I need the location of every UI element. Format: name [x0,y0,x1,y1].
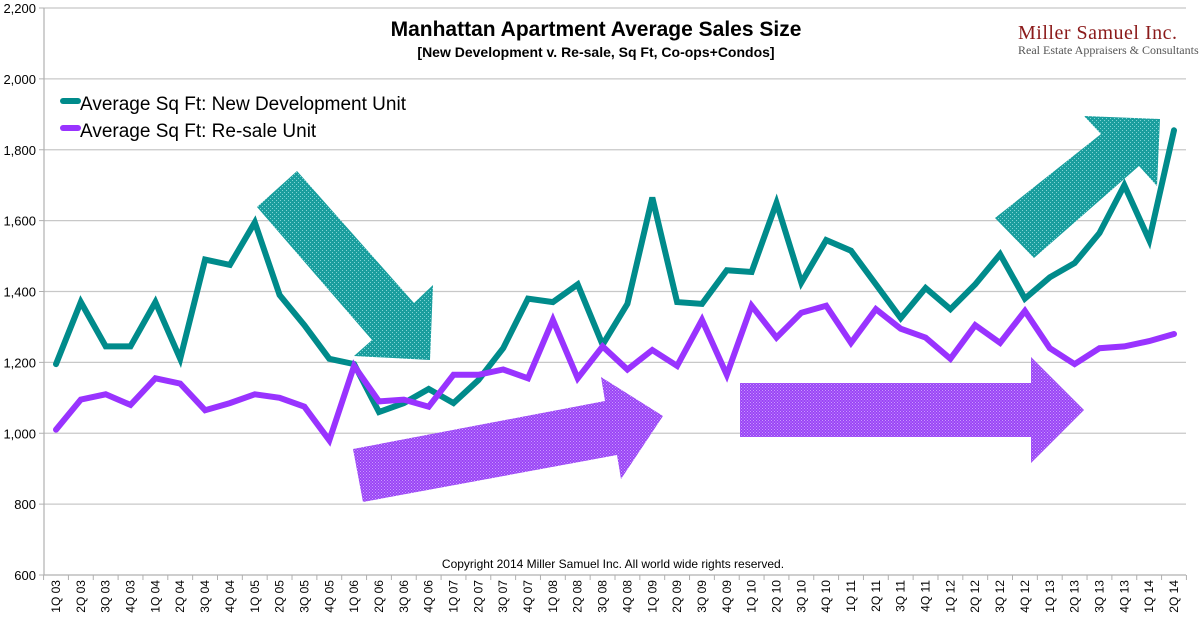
x-tick-label: 3Q 09 [695,580,709,613]
x-tick-label: 1Q 07 [447,580,461,613]
x-tick-label: 1Q 13 [1043,580,1057,613]
legend: Average Sq Ft: New Development Unit Aver… [60,94,407,142]
x-tick-label: 2Q 04 [173,580,187,613]
x-tick-label: 3Q 10 [794,580,808,613]
series-line-new-development [53,127,1177,416]
chart-subtitle: [New Development v. Re-sale, Sq Ft, Co-o… [417,44,774,60]
x-axis-ticks: 1Q 03 2Q 03 3Q 03 4Q 03 1Q 04 2Q 04 3Q 04 4Q 04… [43,575,1187,613]
series-lines [53,127,1177,447]
x-tick-label: 3Q 07 [496,580,510,613]
x-tick-label: 3Q 04 [198,580,212,613]
x-tick-label: 1Q 08 [546,580,560,613]
logo-name: Miller Samuel Inc. [1018,22,1178,44]
x-tick-label: 1Q 09 [645,580,659,613]
gridlines [44,7,1186,505]
x-tick-label: 4Q 10 [819,580,833,613]
chart-title: Manhattan Apartment Average Sales Size [391,18,802,41]
copyright-text: Copyright 2014 Miller Samuel Inc. All wo… [442,557,784,571]
x-tick-label: 1Q 06 [347,580,361,613]
x-tick-label: 4Q 11 [919,580,933,612]
x-tick-label: 4Q 05 [322,580,336,613]
company-logo: Miller Samuel Inc. Real Estate Appraiser… [1018,22,1199,57]
y-tick-label: 600 [14,568,36,583]
x-tick-label: 1Q 12 [943,580,957,613]
x-tick-label: 4Q 08 [620,580,634,613]
x-tick-label: 2Q 03 [74,580,88,613]
teal-arrow-down [257,171,433,360]
x-tick-label: 2Q 09 [670,580,684,613]
x-tick-label: 4Q 04 [223,580,237,613]
purple-arrow-right [740,357,1084,463]
x-tick-label: 2Q 12 [968,580,982,613]
legend-label-resale: Average Sq Ft: Re-sale Unit [80,121,317,142]
x-tick-label: 2Q 08 [571,580,585,613]
x-tick-label: 1Q 04 [148,580,162,613]
x-tick-label: 1Q 10 [745,580,759,613]
logo-tagline: Real Estate Appraisers & Consultants [1018,43,1199,57]
purple-arrow-rising [353,377,663,502]
teal-arrow-up [995,116,1160,258]
x-tick-label: 3Q 06 [397,580,411,613]
x-tick-label: 3Q 13 [1092,580,1106,613]
x-tick-label: 3Q 11 [894,580,908,612]
y-tick-label: 2,200 [3,1,36,16]
x-tick-label: 4Q 06 [422,580,436,613]
x-tick-label: 2Q 14 [1167,580,1181,613]
y-tick-label: 1,800 [3,143,36,158]
x-tick-label: 3Q 12 [993,580,1007,613]
x-tick-label: 1Q 03 [49,580,63,613]
y-tick-label: 1,000 [3,426,36,441]
x-tick-label: 2Q 13 [1068,580,1082,613]
x-tick-label: 4Q 09 [720,580,734,613]
y-tick-label: 1,200 [3,355,36,370]
x-tick-label: 2Q 06 [372,580,386,613]
annotation-arrows [257,116,1160,502]
y-tick-label: 2,000 [3,72,36,87]
y-tick-label: 1,600 [3,214,36,229]
series-line-resale [53,299,1177,447]
x-tick-label: 4Q 13 [1117,580,1131,613]
x-tick-label: 3Q 08 [596,580,610,613]
x-tick-label: 4Q 12 [1018,580,1032,613]
x-tick-label: 3Q 05 [297,580,311,613]
y-tick-label: 1,400 [3,285,36,300]
legend-label-new-development: Average Sq Ft: New Development Unit [80,94,407,115]
x-tick-label: 4Q 07 [521,580,535,613]
y-tick-label: 800 [14,497,36,512]
x-tick-label: 1Q 14 [1142,580,1156,613]
x-tick-label: 2Q 10 [769,580,783,613]
y-axis-ticks: 600 800 1,000 1,200 1,400 1,600 1,800 2,000 2,20… [3,1,44,583]
x-tick-label: 1Q 11 [844,580,858,612]
x-tick-label: 4Q 03 [124,580,138,613]
x-tick-label: 2Q 07 [471,580,485,613]
x-tick-label: 2Q 11 [869,580,883,612]
x-tick-label: 1Q 05 [248,580,262,613]
x-tick-label: 3Q 03 [99,580,113,613]
x-tick-label: 2Q 05 [273,580,287,613]
